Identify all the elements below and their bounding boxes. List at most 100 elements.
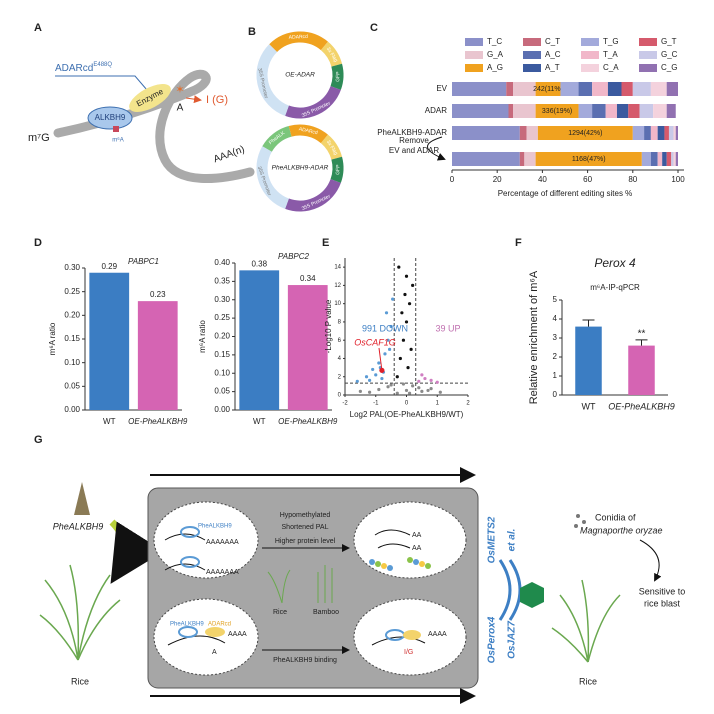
binding-label: PheALKBH9 binding [273,657,337,664]
point [398,356,402,361]
tail-label: AAAAAAA [206,539,239,546]
y-tick-label: 0.00 [214,405,230,414]
bar-segment [452,152,520,166]
x-tick-label: 40 [538,175,547,184]
plasmid-segment [269,31,328,53]
x-tick-label: -2 [342,401,348,407]
x-tick-label: 80 [628,175,637,184]
host-label: Rice [579,676,597,686]
y-tick-label: 0.40 [214,258,230,267]
point [387,347,392,351]
edit-star: ✶ [175,84,184,96]
legend-swatch [581,51,599,59]
y-tick-label: 0.00 [64,405,80,414]
point [374,373,378,377]
infection-arrow [639,539,662,582]
plasmid-segment [256,44,290,116]
bar-segment [526,126,538,140]
point [411,384,415,388]
point [417,379,421,383]
point [426,388,430,393]
point [389,324,393,329]
segment-label: GFP [335,164,341,175]
category-label: EV [436,84,447,93]
tail-label: AAA(n) [212,144,246,165]
point [389,383,393,387]
bar-segment [535,104,579,118]
tail-label: AAAA [228,631,247,638]
point [401,338,406,342]
bar-segment [452,104,509,118]
y-tick-label: 4 [553,314,558,323]
legend-label: G_A [487,50,504,59]
x-tick-label: WT [253,417,266,426]
chart-title: Perox 4 [594,256,636,270]
annotation: Remove [399,136,429,145]
point [404,320,409,324]
point [391,297,395,301]
legend-swatch [523,64,541,72]
plasmid-segment [330,156,344,183]
legend-label: A_G [487,63,503,72]
y-tick-label: 0.15 [214,350,230,359]
point [377,361,381,365]
mini-plants [267,565,333,604]
panel-label: A [34,22,42,34]
y-tick-label: 0.20 [214,332,230,341]
y-tick-label: 0.05 [214,387,230,396]
point [403,292,407,297]
error-bar [635,339,648,346]
point [395,391,399,395]
bar-segment [452,82,507,96]
chart-subtitle: m⁶A-IP-qPCR [590,283,640,292]
legend-swatch [581,64,599,72]
plasmid-segment [256,146,290,209]
bar [137,301,178,410]
bar-segment [662,152,667,166]
x-tick-label: 20 [493,175,502,184]
x-tick-label: OE-PheALKBH9 [278,417,338,426]
point [377,387,381,392]
bar-segment [519,152,525,166]
legend-label: T_G [603,37,619,46]
bar-segment [650,126,658,140]
panel-label: G [34,434,43,446]
y-tick-label: 0.25 [214,313,230,322]
construct-name: PheALKBH9-ADAR [272,165,329,172]
x-tick-label: 2 [466,401,470,407]
product-label: I (G) [206,94,228,106]
bar-segment [537,126,633,140]
cap-label: m⁷G [28,132,50,144]
value-label: 0.34 [300,274,316,283]
point [420,389,424,393]
reader-icon [180,556,200,568]
y-tick-label: 14 [334,265,341,271]
point [400,311,404,315]
bar-segment [524,152,536,166]
point [407,302,412,306]
y-tick-label: 3 [553,333,558,342]
x-tick-label: OE-PheALKBH9 [608,401,675,411]
bar-segment [675,152,678,166]
target: OsPerox4 [487,616,498,663]
shoot-icon [74,482,90,515]
point [429,387,433,391]
panel-label: C [370,22,378,34]
x-tick-label: WT [582,401,596,411]
y-tick-label: 0.05 [64,381,80,390]
bar-segment [664,126,669,140]
value-label: 0.23 [150,290,166,299]
bar-segment [666,82,678,96]
protein-cube [520,582,544,608]
bar-segment [578,104,593,118]
x-axis-label: Percentage of different editing sites % [498,189,633,198]
point [384,311,389,315]
reader-shape [87,106,133,130]
plant-label: PheALKBH9 [53,521,104,531]
bar [89,272,130,410]
panel-label: F [515,237,522,249]
bar-segment [653,104,667,118]
significance: ** [638,329,646,340]
error-bar [582,319,595,327]
